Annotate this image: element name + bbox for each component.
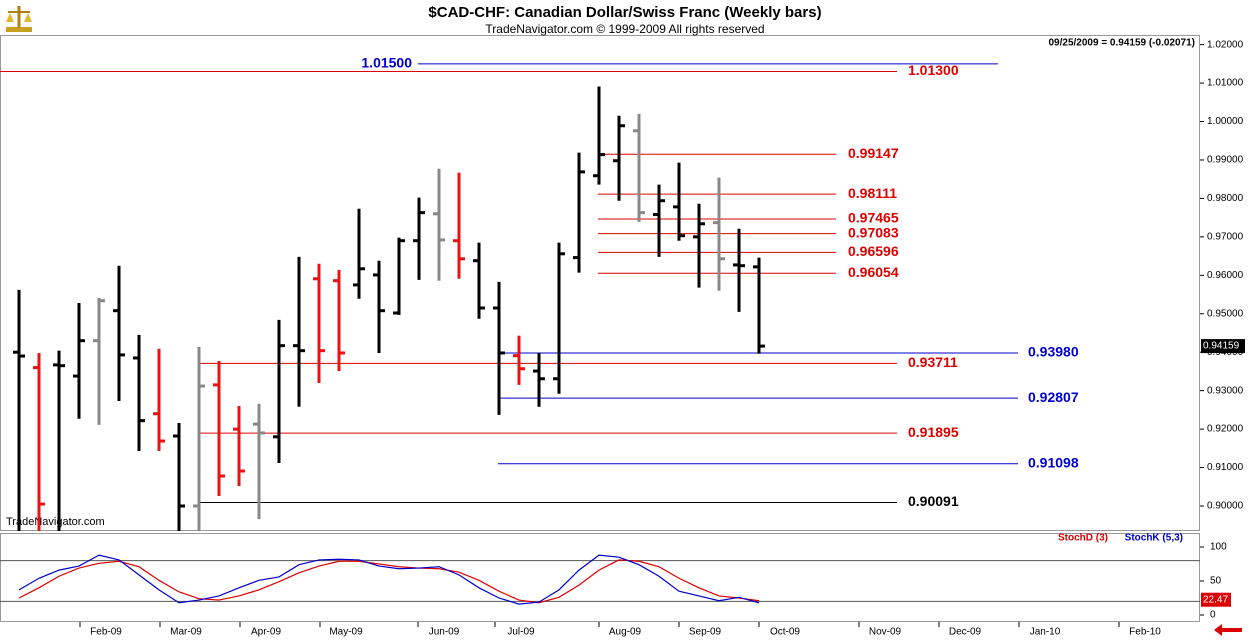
- watermark: TradeNavigator.com: [6, 516, 105, 528]
- level-label: 0.96596: [848, 243, 899, 259]
- y-tick-label: 0.92000: [1207, 424, 1244, 435]
- level-label: 1.01500: [361, 55, 412, 71]
- level-label: 0.96054: [848, 264, 899, 280]
- level-label: 0.91895: [908, 424, 959, 440]
- stoch-panel: [0, 533, 1200, 622]
- last-price-label: 0.94159: [1203, 341, 1240, 352]
- stoch-line: [18, 554, 760, 605]
- level-label: 0.93711: [908, 354, 958, 370]
- x-tick-label: Mar-09: [170, 627, 202, 638]
- logo: [6, 6, 32, 32]
- level-label: 0.92807: [1028, 389, 1079, 405]
- x-tick-label: Jun-09: [429, 627, 460, 638]
- level-label: 0.93980: [1028, 344, 1079, 360]
- y-tick-label: 0.96000: [1207, 270, 1244, 281]
- y-tick-label: 1.02000: [1207, 39, 1244, 50]
- legend-entry: StochK (5,3): [1125, 533, 1183, 544]
- level-label: 0.98111: [848, 185, 897, 201]
- x-tick-label: Sep-09: [689, 627, 722, 638]
- level-label: 0.99147: [848, 145, 899, 161]
- stoch-line: [18, 559, 760, 604]
- stoch-last-label: 22.47: [1203, 594, 1228, 605]
- chart-subtitle: TradeNavigator.com © 1999-2009 All right…: [485, 22, 764, 36]
- level-label: 0.97465: [848, 210, 899, 226]
- price-panel: [0, 35, 1200, 531]
- y-tick-label: 0.97000: [1207, 232, 1244, 243]
- level-label: 1.01300: [908, 62, 959, 78]
- level-label: 0.97083: [848, 224, 899, 240]
- x-tick-label: Jul-09: [507, 627, 535, 638]
- x-tick-label: Aug-09: [609, 627, 642, 638]
- y-tick-label: 0.95000: [1207, 308, 1244, 319]
- y-tick-label: 1.01000: [1207, 78, 1244, 89]
- chart-title: $CAD-CHF: Canadian Dollar/Swiss Franc (W…: [428, 4, 821, 21]
- stoch-last-box: [1201, 592, 1231, 607]
- legend-entry: StochD (3): [1058, 533, 1108, 544]
- last-price-box: [1201, 339, 1245, 354]
- y-tick-label: 0.93000: [1207, 385, 1244, 396]
- stoch-tick-label: 0: [1210, 610, 1216, 621]
- x-tick-label: Dec-09: [949, 627, 982, 638]
- level-label: 0.91098: [1028, 454, 1079, 470]
- y-tick-label: 0.98000: [1207, 193, 1244, 204]
- x-tick-label: May-09: [329, 627, 363, 638]
- stoch-tick-label: 50: [1210, 576, 1222, 587]
- x-tick-label: Jan-10: [1030, 627, 1061, 638]
- y-tick-label: 0.91000: [1207, 462, 1244, 473]
- x-tick-label: Oct-09: [770, 627, 800, 638]
- y-tick-label: 0.99000: [1207, 155, 1244, 166]
- stoch-tick-label: 100: [1210, 542, 1227, 553]
- y-tick-label: 0.90000: [1207, 501, 1244, 512]
- x-tick-label: Feb-10: [1129, 627, 1161, 638]
- level-label: 0.90091: [908, 493, 959, 509]
- x-tick-label: Nov-09: [869, 627, 902, 638]
- scroll-arrow[interactable]: [1214, 624, 1242, 636]
- y-tick-label: 1.00000: [1207, 116, 1244, 127]
- x-tick-label: Apr-09: [251, 627, 281, 638]
- price-info: 09/25/2009 = 0.94159 (-0.02071): [1048, 38, 1195, 49]
- x-tick-label: Feb-09: [90, 627, 122, 638]
